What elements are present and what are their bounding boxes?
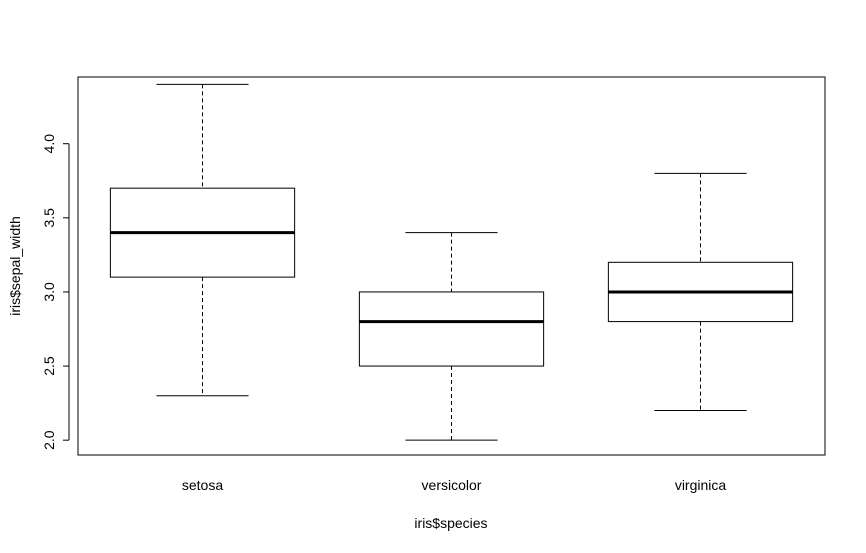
y-tick-label: 3.0 xyxy=(41,282,57,302)
y-tick-label: 2.0 xyxy=(41,430,57,450)
iqr-box xyxy=(358,291,545,367)
box-virginica xyxy=(607,172,794,412)
y-tick-label: 4.0 xyxy=(41,134,57,154)
y-tick-label: 2.5 xyxy=(41,356,57,376)
x-tick-label-versicolor: versicolor xyxy=(422,477,482,493)
x-axis-title: iris$species xyxy=(414,515,487,531)
y-tick-label: 3.5 xyxy=(41,208,57,228)
y-axis-title: iris$sepal_width xyxy=(7,216,23,316)
x-tick-label-setosa: setosa xyxy=(182,477,223,493)
y-axis: 2.0 2.5 3.0 3.5 4.0 xyxy=(41,134,70,450)
plot-frame xyxy=(77,76,826,456)
box-setosa xyxy=(109,83,296,397)
x-tick-label-virginica: virginica xyxy=(675,477,727,493)
box-versicolor xyxy=(358,232,545,441)
x-axis: setosa versicolor virginica xyxy=(182,477,727,493)
boxes xyxy=(109,83,794,441)
